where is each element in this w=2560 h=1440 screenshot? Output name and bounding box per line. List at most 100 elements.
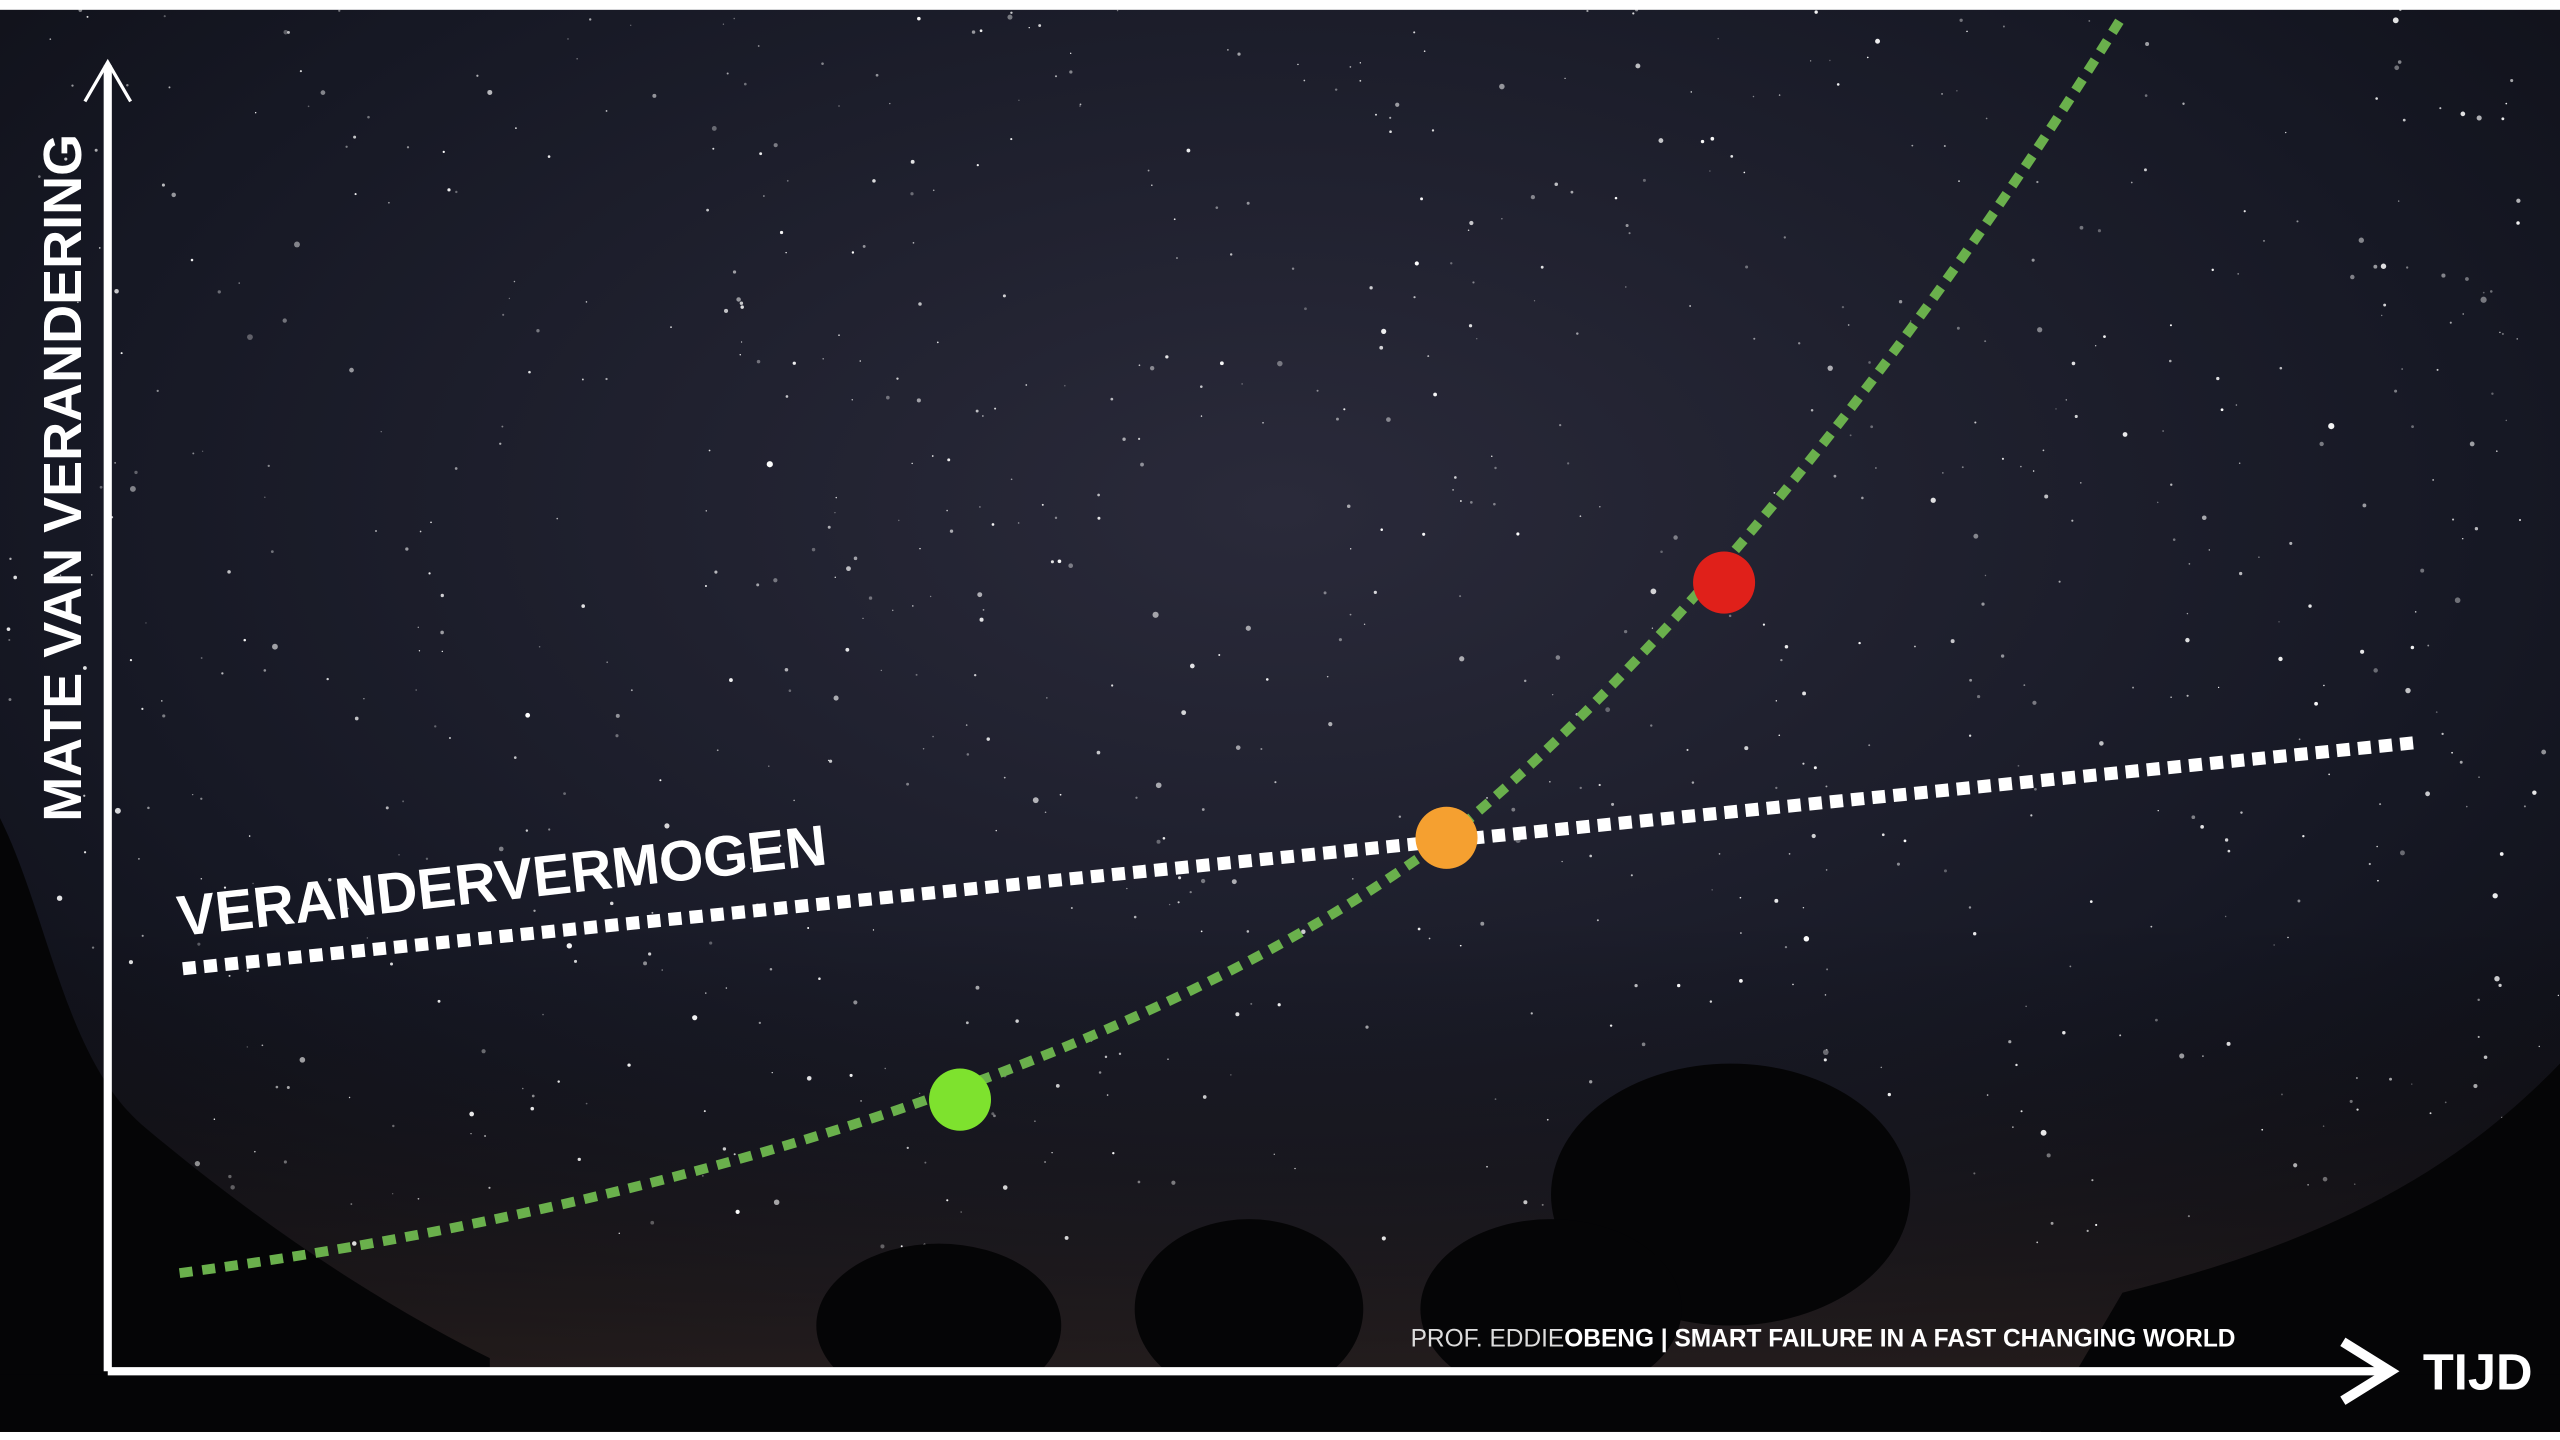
star: [785, 251, 787, 254]
star: [1189, 663, 1195, 669]
star: [1452, 489, 1454, 491]
star: [200, 657, 203, 659]
star: [827, 525, 831, 529]
star: [1950, 639, 1955, 644]
star: [447, 188, 451, 192]
star: [643, 961, 648, 966]
star: [1985, 117, 1988, 120]
change-curve: [178, 13, 2127, 1278]
star: [1025, 384, 1028, 386]
star: [1389, 116, 1392, 119]
star: [1246, 201, 1250, 205]
star: [1059, 793, 1062, 796]
star: [1186, 148, 1191, 153]
star: [1625, 223, 1629, 228]
star: [287, 30, 290, 34]
star: [977, 592, 983, 598]
star: [2425, 791, 2430, 797]
star: [2226, 1041, 2231, 1046]
star: [785, 395, 789, 398]
star: [454, 467, 458, 470]
star: [2044, 494, 2049, 499]
star: [1586, 9, 1589, 13]
star: [1551, 693, 1554, 696]
star: [237, 890, 243, 897]
star: [1427, 355, 1430, 358]
star: [2297, 899, 2301, 903]
star: [1265, 678, 1269, 681]
star: [2032, 700, 2037, 705]
star: [114, 807, 121, 814]
star: [1433, 392, 1437, 397]
star: [272, 643, 278, 650]
star: [476, 74, 479, 77]
star: [455, 190, 458, 194]
star: [2429, 1112, 2432, 1115]
star: [793, 799, 795, 802]
star: [2144, 94, 2148, 97]
star: [1304, 307, 1307, 311]
star: [2436, 368, 2439, 371]
star: [714, 570, 718, 574]
tree: [1420, 1219, 1682, 1400]
star: [931, 455, 934, 457]
star: [194, 1160, 201, 1167]
star: [1494, 1098, 1497, 1101]
star: [190, 258, 194, 262]
star: [1112, 1151, 1115, 1155]
x-axis-label: TIJD: [2423, 1343, 2533, 1400]
star: [1660, 550, 1663, 554]
star: [976, 163, 979, 167]
star: [1177, 901, 1180, 904]
star: [367, 115, 370, 119]
star: [759, 152, 763, 156]
star: [2155, 1018, 2158, 1022]
star: [1961, 466, 1964, 469]
star: [911, 462, 913, 465]
star: [348, 1096, 351, 1099]
star: [1827, 365, 1833, 371]
star: [1459, 656, 1465, 662]
star: [2405, 687, 2411, 694]
star: [979, 29, 983, 33]
star: [2020, 1110, 2023, 1113]
star: [201, 450, 204, 452]
star: [1417, 927, 1421, 931]
star: [2186, 694, 2189, 697]
star: [567, 38, 569, 40]
star: [1691, 781, 1695, 784]
star: [1802, 762, 1805, 765]
star: [1825, 869, 1828, 871]
star: [2103, 335, 2106, 338]
star: [2499, 331, 2501, 334]
star: [648, 952, 652, 956]
star: [585, 301, 588, 303]
star: [1277, 1003, 1281, 1007]
star: [1032, 797, 1039, 804]
star: [2410, 645, 2415, 650]
orange-dot: [1415, 806, 1478, 869]
star: [2489, 290, 2493, 293]
star: [417, 1197, 420, 1200]
star: [946, 1199, 949, 1202]
star: [1866, 56, 1869, 59]
star: [726, 72, 729, 75]
star: [94, 148, 98, 152]
star: [2170, 696, 2172, 698]
star: [390, 962, 393, 966]
star: [1973, 1172, 1976, 1175]
star: [739, 354, 741, 356]
star: [1778, 734, 1781, 736]
star: [1151, 184, 1153, 186]
star: [993, 1114, 996, 1118]
star: [845, 647, 850, 652]
star: [56, 895, 63, 901]
star: [2368, 862, 2371, 866]
star: [2293, 1163, 2298, 1168]
star: [2399, 8, 2402, 12]
star: [2373, 668, 2378, 673]
star: [2380, 263, 2387, 269]
star: [949, 529, 954, 533]
star: [1010, 138, 1013, 141]
